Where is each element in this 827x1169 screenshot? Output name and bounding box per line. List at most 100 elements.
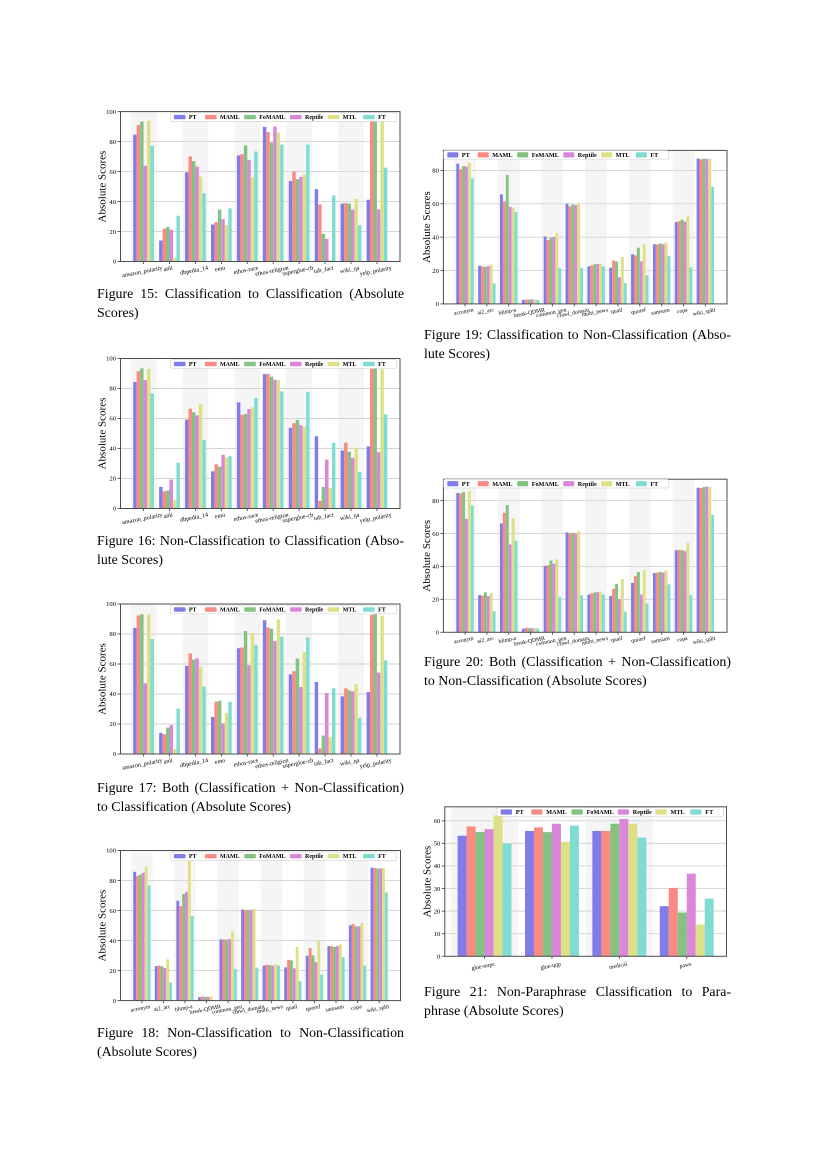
svg-text:20: 20 <box>432 597 439 604</box>
svg-text:ethos-race: ethos-race <box>233 758 259 769</box>
svg-text:60: 60 <box>432 531 439 538</box>
svg-text:MTL: MTL <box>616 481 630 488</box>
svg-text:40: 40 <box>109 691 116 698</box>
svg-text:Absolute Scores: Absolute Scores <box>421 191 433 263</box>
svg-text:20: 20 <box>109 476 116 483</box>
svg-text:samsum: samsum <box>651 307 671 317</box>
svg-text:60: 60 <box>432 201 439 208</box>
svg-text:Absolute Scores: Absolute Scores <box>421 520 433 592</box>
svg-text:quoref: quoref <box>631 635 647 645</box>
svg-text:80: 80 <box>109 139 116 146</box>
svg-text:superglue-cb: superglue-cb <box>282 513 314 525</box>
svg-text:copa: copa <box>676 307 688 315</box>
svg-text:emo: emo <box>214 513 225 521</box>
svg-text:Reptile: Reptile <box>305 608 324 614</box>
svg-text:PT: PT <box>189 854 197 860</box>
svg-text:MAML: MAML <box>492 152 512 159</box>
svg-text:dbpedia_14: dbpedia_14 <box>180 513 209 524</box>
svg-text:MTL: MTL <box>616 152 630 159</box>
svg-text:acronym: acronym <box>453 636 474 646</box>
svg-text:FT: FT <box>650 481 659 488</box>
svg-text:blimp-a: blimp-a <box>498 636 517 645</box>
svg-text:Absolute Scores: Absolute Scores <box>96 643 108 715</box>
svg-text:multi_news: multi_news <box>581 307 609 318</box>
svg-text:common_gen: common_gen <box>211 1004 243 1016</box>
svg-text:quail: quail <box>286 1004 299 1012</box>
svg-text:30: 30 <box>434 886 441 893</box>
svg-text:100: 100 <box>106 601 117 608</box>
svg-text:wiki_qa: wiki_qa <box>340 512 361 522</box>
svg-text:40: 40 <box>432 234 439 241</box>
svg-text:40: 40 <box>109 938 116 945</box>
svg-text:FoMAML: FoMAML <box>259 362 285 368</box>
svg-text:acronym: acronym <box>453 307 474 317</box>
svg-text:break-QDMR: break-QDMR <box>513 636 545 648</box>
svg-text:ethos-race: ethos-race <box>233 265 259 276</box>
svg-text:Reptile: Reptile <box>633 809 652 816</box>
svg-text:FoMAML: FoMAML <box>259 608 285 614</box>
svg-text:wiki_split: wiki_split <box>692 307 716 317</box>
svg-text:tab_fact: tab_fact <box>313 512 334 523</box>
svg-text:MAML: MAML <box>220 608 240 614</box>
svg-text:copa: copa <box>351 1004 363 1012</box>
svg-text:samsum: samsum <box>325 1004 345 1014</box>
svg-text:20: 20 <box>109 229 116 236</box>
svg-text:superglue-cb: superglue-cb <box>282 758 314 770</box>
svg-text:tab_fact: tab_fact <box>313 757 334 768</box>
svg-text:emo: emo <box>214 758 225 766</box>
svg-text:PT: PT <box>189 362 197 368</box>
svg-text:PT: PT <box>516 809 525 816</box>
svg-text:tab_fact: tab_fact <box>313 265 334 276</box>
svg-text:break-QDMR: break-QDMR <box>189 1004 221 1016</box>
svg-text:ai2_arc: ai2_arc <box>477 307 495 316</box>
svg-text:PT: PT <box>462 152 471 159</box>
svg-text:FT: FT <box>378 362 386 368</box>
svg-text:quoref: quoref <box>631 306 647 316</box>
svg-text:0: 0 <box>113 506 117 513</box>
svg-text:60: 60 <box>109 169 116 176</box>
svg-text:wiki_qa: wiki_qa <box>340 758 361 768</box>
svg-text:0: 0 <box>113 751 117 758</box>
svg-text:MAML: MAML <box>220 362 240 368</box>
svg-text:anli: anli <box>163 265 173 273</box>
svg-text:0: 0 <box>437 954 441 961</box>
svg-text:MTL: MTL <box>343 854 357 860</box>
svg-text:Reptile: Reptile <box>305 362 324 368</box>
svg-text:paws: paws <box>679 962 693 970</box>
svg-text:quail: quail <box>611 307 624 315</box>
svg-text:80: 80 <box>432 168 439 175</box>
svg-text:40: 40 <box>109 446 116 453</box>
svg-text:quoref: quoref <box>305 1003 321 1013</box>
svg-text:MTL: MTL <box>343 608 357 614</box>
svg-text:0: 0 <box>113 259 117 266</box>
svg-text:Absolute Scores: Absolute Scores <box>96 398 108 470</box>
svg-text:100: 100 <box>106 109 117 116</box>
svg-text:blimp-a: blimp-a <box>175 1004 194 1013</box>
svg-text:MTL: MTL <box>343 362 357 368</box>
svg-text:40: 40 <box>434 863 441 870</box>
svg-text:FoMAML: FoMAML <box>587 809 614 816</box>
svg-text:60: 60 <box>109 908 116 915</box>
svg-text:60: 60 <box>109 661 116 668</box>
svg-text:quail: quail <box>611 636 624 644</box>
svg-text:copa: copa <box>676 636 688 644</box>
svg-text:glue-mrpc: glue-mrpc <box>471 962 496 973</box>
svg-text:100: 100 <box>106 356 117 363</box>
svg-text:20: 20 <box>109 968 116 975</box>
svg-text:FT: FT <box>378 115 386 121</box>
svg-text:FoMAML: FoMAML <box>259 854 285 860</box>
svg-text:MAML: MAML <box>220 854 240 860</box>
svg-text:60: 60 <box>109 416 116 423</box>
svg-text:medical: medical <box>609 962 629 971</box>
svg-text:0: 0 <box>436 301 440 308</box>
svg-text:FT: FT <box>378 608 386 614</box>
svg-text:40: 40 <box>109 199 116 206</box>
svg-text:PT: PT <box>462 481 471 488</box>
svg-text:40: 40 <box>432 564 439 571</box>
svg-text:80: 80 <box>109 631 116 638</box>
svg-text:dbpedia_14: dbpedia_14 <box>180 266 209 277</box>
svg-text:glue-qqp: glue-qqp <box>540 962 561 972</box>
svg-text:10: 10 <box>434 931 441 938</box>
svg-text:blimp-a: blimp-a <box>498 307 517 316</box>
svg-text:wiki_split: wiki_split <box>692 636 716 646</box>
